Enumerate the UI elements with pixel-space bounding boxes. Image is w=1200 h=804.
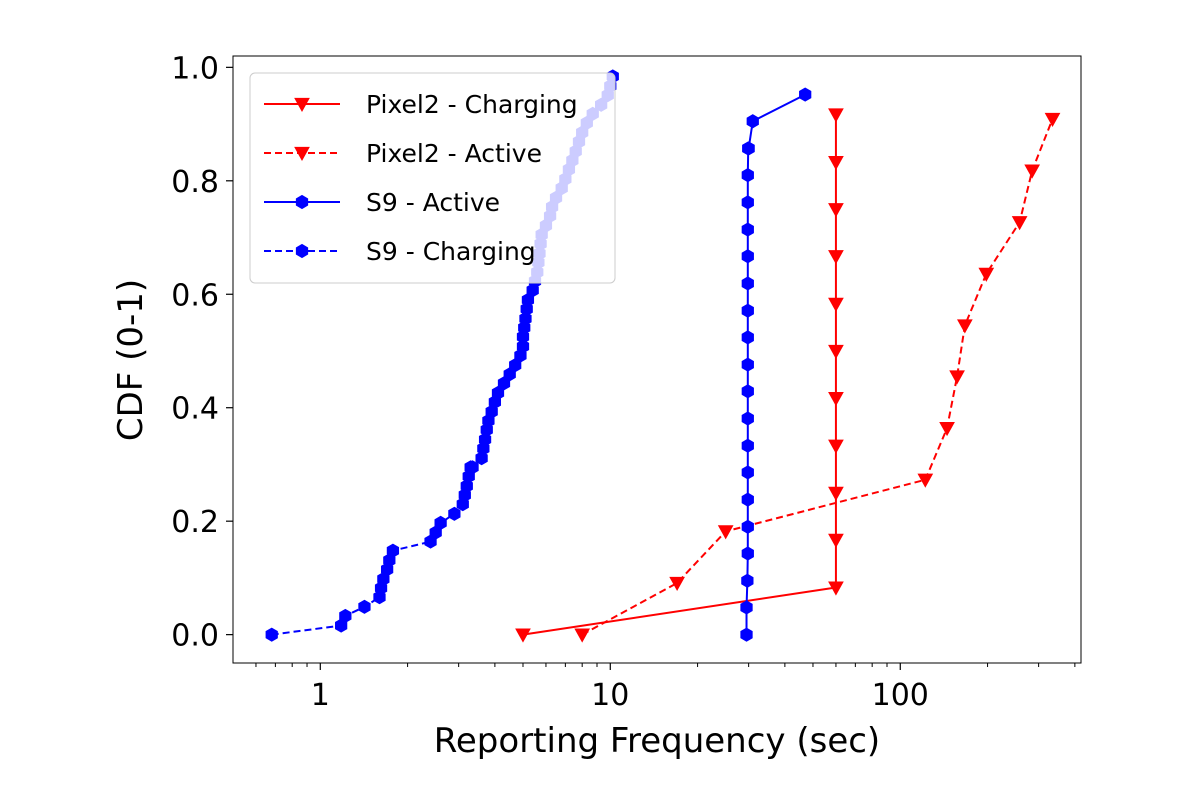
data-point (741, 330, 754, 345)
data-point (434, 515, 447, 530)
data-point (265, 627, 278, 642)
data-point (828, 203, 844, 218)
data-point (741, 276, 754, 291)
x-axis-label: Reporting Frequency (sec) (434, 721, 880, 761)
data-point (741, 519, 754, 534)
legend-entry: S9 - Charging (264, 237, 536, 266)
x-tick-label: 100 (872, 678, 929, 713)
legend-entry: Pixel2 - Active (264, 139, 542, 168)
data-point (339, 608, 352, 623)
y-axis-label: CDF (0-1) (111, 279, 151, 441)
legend-marker (294, 97, 310, 113)
data-point (516, 339, 530, 354)
legend-label: S9 - Charging (366, 237, 536, 266)
data-point (939, 422, 955, 437)
data-point (799, 87, 812, 102)
x-minor-ticks (255, 663, 1076, 667)
x-tick-label: 1 (311, 678, 330, 713)
data-point (828, 439, 844, 454)
data-point (746, 114, 759, 129)
data-point (741, 438, 754, 453)
y-axis-ticks: 0.0 0.2 0.4 0.6 0.8 1.0 (171, 51, 233, 654)
data-point (515, 628, 531, 643)
legend-entry: Pixel2 - Charging (264, 90, 578, 119)
series-2 (740, 87, 812, 642)
series-1 (574, 112, 1061, 643)
data-point (574, 628, 591, 643)
data-point (741, 303, 754, 318)
data-point (741, 195, 754, 210)
data-point (741, 222, 754, 237)
series-line (581, 118, 1054, 636)
legend-marker (295, 243, 309, 259)
data-point (828, 108, 844, 123)
series-0 (515, 108, 844, 643)
data-point (519, 311, 532, 326)
series-line (745, 93, 806, 635)
data-point (828, 250, 844, 265)
y-tick-label: 0.6 (171, 278, 219, 313)
legend-box (249, 72, 616, 284)
data-point (740, 627, 753, 642)
data-point (828, 533, 844, 548)
y-tick-label: 0.2 (171, 505, 219, 540)
data-point (448, 506, 461, 521)
y-tick-label: 0.0 (171, 619, 219, 654)
data-point (741, 573, 754, 588)
data-point (740, 600, 753, 615)
x-axis-ticks: 1 10 100 (311, 663, 929, 713)
legend-label: S9 - Active (366, 188, 500, 217)
data-point (741, 492, 754, 507)
y-tick-label: 0.4 (171, 392, 219, 427)
data-point (741, 357, 754, 372)
data-point (978, 267, 995, 282)
data-point (741, 465, 754, 480)
data-point (741, 168, 754, 183)
data-point (741, 249, 754, 264)
legend-entry: S9 - Active (264, 188, 500, 217)
data-point (828, 581, 844, 596)
y-tick-label: 1.0 (171, 51, 219, 86)
data-point (1024, 164, 1041, 179)
legend: Pixel2 - Charging Pixel2 - Active S9 - Act… (249, 72, 616, 284)
data-point (669, 576, 685, 592)
data-point (717, 525, 734, 540)
data-point (1011, 216, 1028, 231)
legend-marker (294, 146, 310, 162)
data-point (335, 618, 348, 633)
data-point (828, 155, 844, 171)
data-point (828, 297, 844, 312)
data-point (741, 546, 754, 561)
data-point (828, 344, 844, 360)
legend-label: Pixel2 - Active (366, 139, 542, 168)
data-point (828, 391, 844, 407)
data-point (386, 543, 400, 558)
data-point (358, 599, 371, 614)
legend-marker (295, 194, 309, 210)
data-point (742, 141, 755, 156)
data-point (741, 411, 754, 426)
data-point (957, 319, 973, 334)
legend-label: Pixel2 - Charging (366, 90, 578, 119)
data-point (1044, 112, 1061, 127)
data-point (741, 384, 754, 399)
data-point (828, 486, 844, 501)
data-point (466, 460, 479, 475)
x-tick-label: 10 (591, 678, 629, 713)
data-point (949, 370, 965, 385)
data-point (917, 473, 934, 488)
y-tick-label: 0.8 (171, 165, 219, 200)
